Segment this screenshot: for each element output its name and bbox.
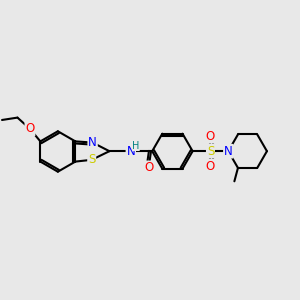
- Text: O: O: [25, 122, 34, 135]
- Text: N: N: [224, 145, 233, 158]
- Text: N: N: [126, 145, 135, 158]
- Text: N: N: [88, 136, 97, 149]
- Text: S: S: [88, 153, 95, 166]
- Text: H: H: [132, 141, 140, 151]
- Text: O: O: [206, 130, 215, 143]
- Text: O: O: [206, 160, 215, 172]
- Text: S: S: [207, 145, 214, 158]
- Text: O: O: [144, 161, 153, 174]
